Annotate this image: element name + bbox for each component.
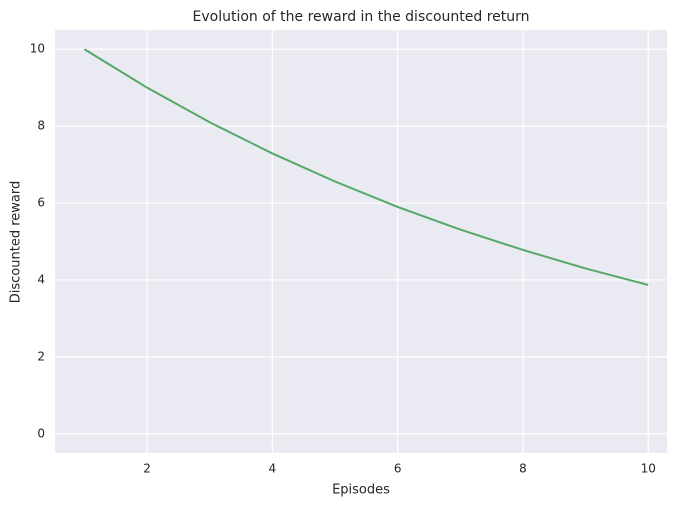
- x-tick-label: 2: [143, 462, 151, 476]
- y-tick-label: 6: [37, 196, 45, 210]
- x-tick-label: 6: [394, 462, 402, 476]
- y-tick-label: 2: [37, 349, 45, 363]
- x-tick-label: 10: [641, 462, 656, 476]
- chart-title: Evolution of the reward in the discounte…: [193, 9, 530, 25]
- data-line: [83, 48, 649, 286]
- y-axis-label: Discounted reward: [9, 181, 24, 303]
- y-tick-label: 10: [30, 42, 45, 56]
- y-tick-label: 8: [37, 119, 45, 133]
- y-tick-label: 4: [37, 272, 45, 286]
- y-tick-label: 0: [37, 426, 45, 440]
- plot-area: [55, 30, 667, 453]
- x-axis-label: Episodes: [332, 483, 390, 498]
- x-tick-label: 8: [519, 462, 527, 476]
- x-tick-label: 4: [269, 462, 277, 476]
